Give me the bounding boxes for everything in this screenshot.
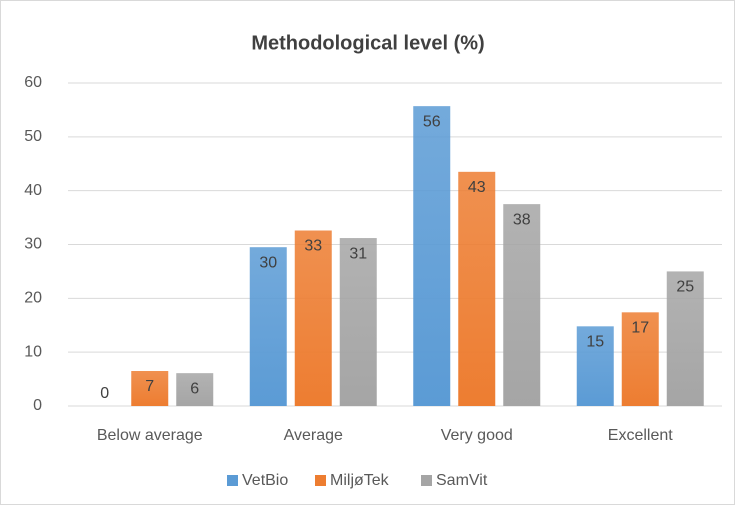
- bar: [413, 106, 451, 407]
- x-tick-label: Average: [284, 427, 343, 444]
- bar: [249, 247, 287, 406]
- data-label: 33: [304, 238, 322, 255]
- y-tick-label: 0: [33, 397, 42, 414]
- bar: [621, 312, 659, 406]
- data-label: 0: [100, 385, 109, 402]
- bar: [458, 171, 496, 406]
- legend-swatch: [227, 475, 238, 486]
- data-label: 17: [631, 320, 649, 337]
- legend-swatch: [315, 475, 326, 486]
- data-label: 25: [676, 279, 694, 296]
- data-label: 30: [259, 254, 277, 271]
- x-tick-label: Excellent: [608, 427, 673, 444]
- data-label: 56: [423, 113, 441, 130]
- bar: [339, 238, 377, 406]
- data-label: 15: [586, 334, 604, 351]
- data-label: 38: [513, 211, 531, 228]
- y-tick-label: 30: [24, 236, 42, 253]
- chart-title: Methodological level (%): [251, 32, 484, 54]
- bar: [131, 371, 169, 406]
- y-tick-label: 60: [24, 74, 42, 91]
- bar: [294, 230, 332, 406]
- data-label: 43: [468, 179, 486, 196]
- legend-swatch: [421, 475, 432, 486]
- bar: [176, 373, 214, 406]
- y-tick-label: 10: [24, 343, 42, 360]
- data-label: 6: [190, 380, 199, 397]
- legend-label: MiljøTek: [330, 472, 390, 489]
- y-tick-label: 20: [24, 290, 42, 307]
- bar: [576, 326, 614, 406]
- x-tick-label: Below average: [97, 427, 203, 444]
- y-tick-label: 40: [24, 182, 42, 199]
- y-tick-label: 50: [24, 128, 42, 145]
- legend-label: VetBio: [242, 472, 288, 489]
- x-tick-label: Very good: [441, 427, 513, 444]
- data-label: 31: [349, 245, 367, 262]
- bar: [503, 204, 541, 406]
- data-label: 7: [145, 378, 154, 395]
- bar: [666, 271, 704, 406]
- legend-label: SamVit: [436, 472, 488, 489]
